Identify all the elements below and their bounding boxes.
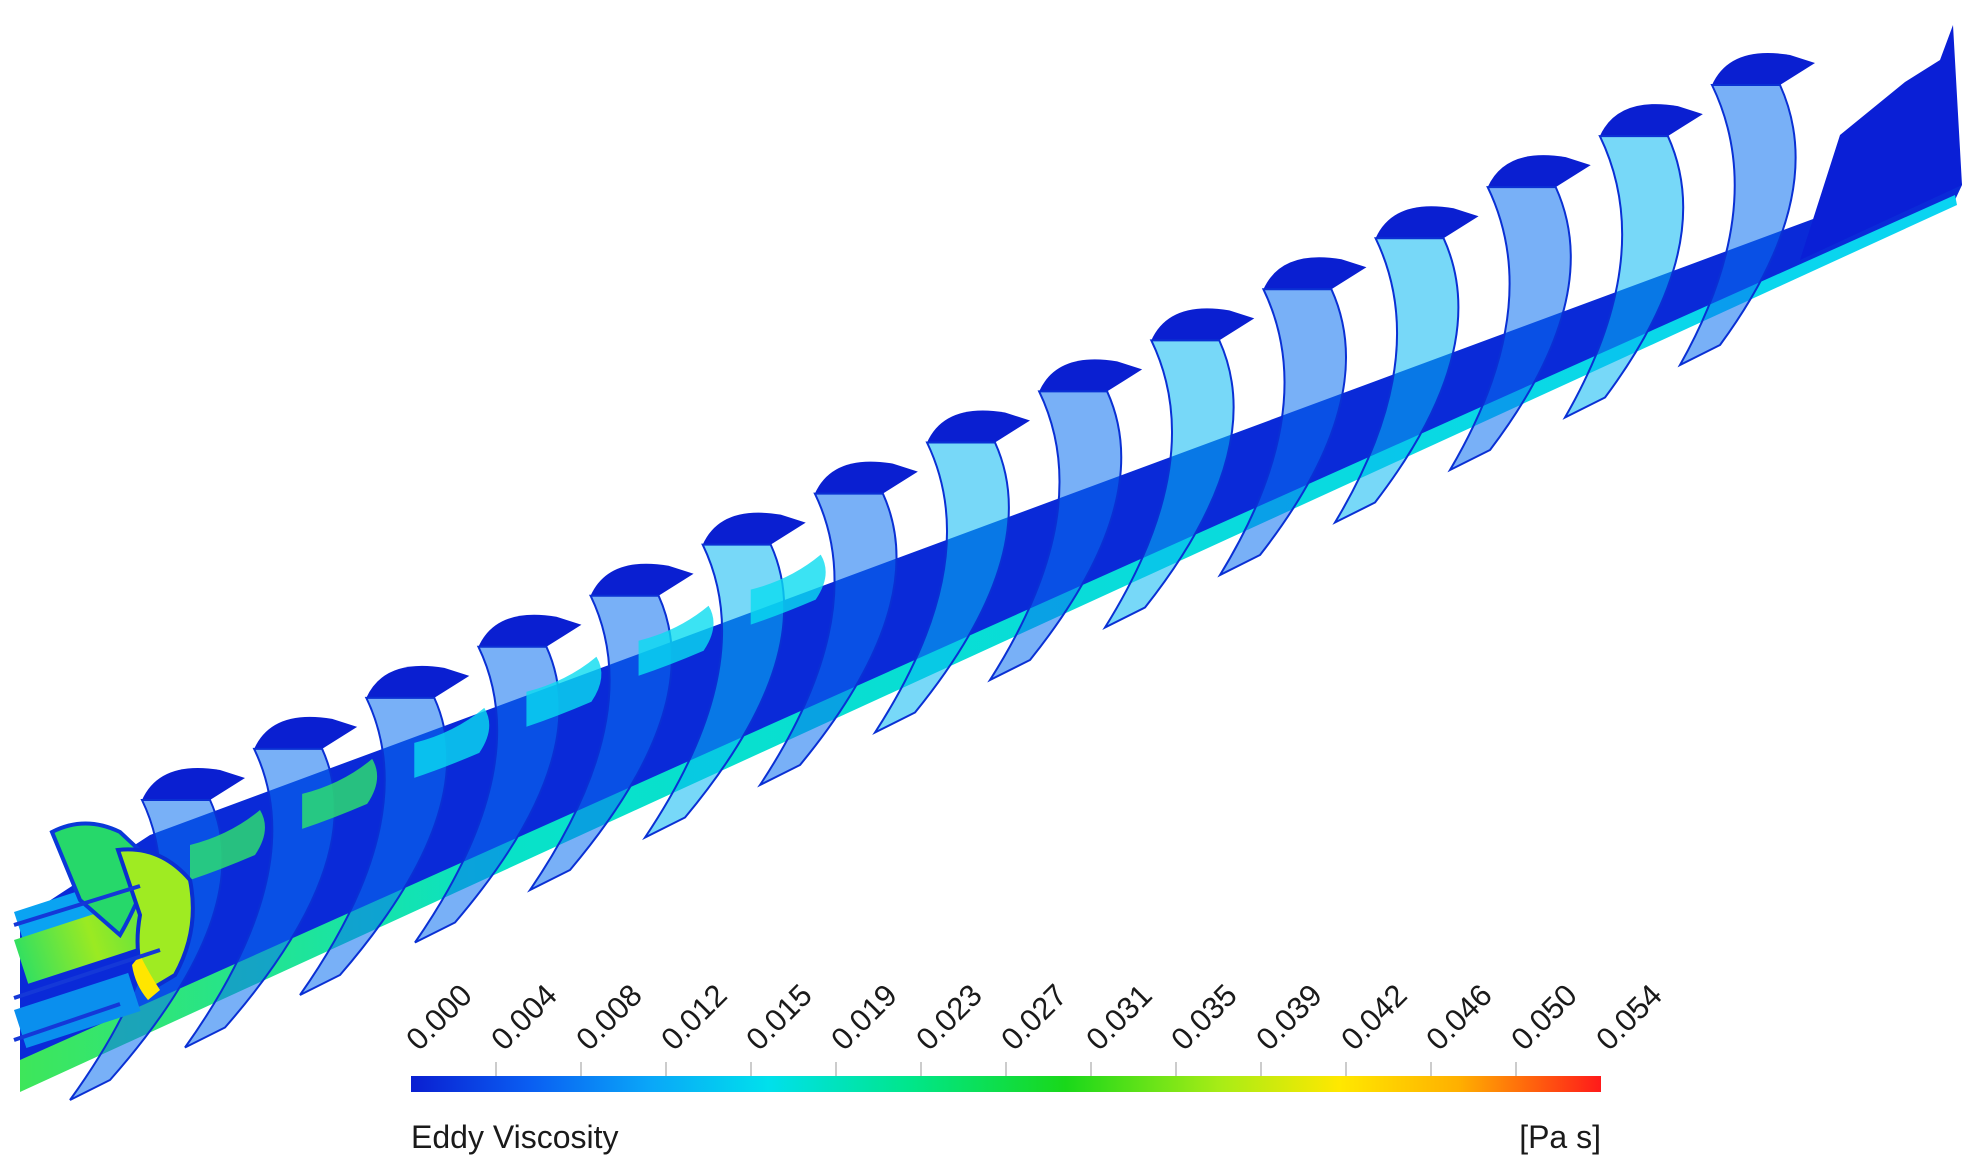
colorbar-tick-label: 0.015 — [739, 977, 819, 1057]
flight-fin — [1375, 206, 1479, 239]
flight-surface — [184, 747, 336, 1049]
inlet-flight-highlight — [115, 847, 195, 993]
screw-conveyor-body — [20, 25, 1962, 1101]
flight-fin — [1599, 104, 1703, 137]
flight-hook-band — [190, 810, 265, 880]
flight-surface — [1562, 135, 1685, 420]
flight-hook-band — [414, 707, 490, 778]
colorbar-tick-label: 0.027 — [994, 977, 1074, 1057]
colorbar-tick-label: 0.031 — [1079, 977, 1159, 1057]
inlet-region — [13, 821, 195, 1049]
legend-title: Eddy Viscosity — [411, 1119, 619, 1155]
colorbar-tick-labels: 0.000 0.004 0.008 0.012 0.015 0.019 0.023 0.027… — [399, 977, 1669, 1057]
flight-fin — [1039, 359, 1143, 392]
flight-hook-band — [750, 554, 826, 625]
flight-surface — [987, 390, 1123, 683]
inlet-flight-spot — [132, 955, 160, 1000]
flight-fin — [478, 614, 582, 647]
flight-hook-band — [638, 605, 714, 676]
flight-fin — [1712, 53, 1815, 85]
colorbar-tick-label: 0.004 — [484, 977, 564, 1057]
screw-flights — [69, 53, 1815, 1101]
flight-surface — [1332, 237, 1460, 525]
inlet-line-2 — [13, 948, 161, 1000]
colorbar-tick-label: 0.042 — [1334, 977, 1414, 1057]
screw-end-cap — [1800, 25, 1962, 260]
colorbar-tick-label: 0.035 — [1164, 977, 1244, 1057]
inlet-line-3 — [13, 1002, 121, 1042]
inlet-line-1 — [13, 884, 141, 927]
flight-fin — [814, 461, 918, 494]
colorbar-tick-label: 0.046 — [1419, 977, 1499, 1057]
flight-fin — [142, 768, 245, 800]
flight-surface — [299, 696, 449, 996]
flight-surface — [414, 645, 561, 944]
flight-surface — [872, 441, 1010, 736]
flight-fin — [702, 512, 806, 545]
colorbar-tick-label: 0.023 — [909, 977, 989, 1057]
colorbar-tick-label: 0.039 — [1249, 977, 1329, 1057]
screw-bottom-edge — [20, 195, 1957, 1092]
flight-fin — [1151, 308, 1255, 341]
flight-surface — [1217, 288, 1347, 578]
colorbar-tick-label: 0.019 — [824, 977, 904, 1057]
flight-surface — [642, 543, 786, 841]
flight-fin — [1487, 155, 1591, 188]
flight-surface — [757, 492, 898, 788]
colorbar — [411, 1076, 1601, 1092]
flight-fin — [590, 563, 694, 596]
flight-surface — [1677, 84, 1797, 368]
legend-unit: [Pa s] — [1519, 1119, 1601, 1155]
colorbar-tick-label: 0.000 — [399, 977, 479, 1057]
colorbar-tick-label: 0.050 — [1504, 977, 1584, 1057]
flight-hook-band — [526, 656, 602, 727]
colorbar-tick-label: 0.008 — [569, 977, 649, 1057]
colorbar-legend: 0.000 0.004 0.008 0.012 0.015 0.019 0.023 0.027… — [399, 977, 1669, 1155]
flight-surface — [1102, 339, 1235, 630]
flight-surface — [527, 594, 673, 893]
colorbar-tick-marks — [495, 1062, 1517, 1076]
flight-fin — [366, 665, 470, 698]
flight-hook-band — [302, 758, 378, 829]
flight-surface — [1447, 186, 1572, 473]
colorbar-tick-label: 0.012 — [654, 977, 734, 1057]
flight-fin — [1263, 257, 1367, 290]
flight-fin — [927, 410, 1030, 443]
flight-fin — [254, 716, 358, 749]
colorbar-tick-label: 0.054 — [1589, 977, 1669, 1057]
